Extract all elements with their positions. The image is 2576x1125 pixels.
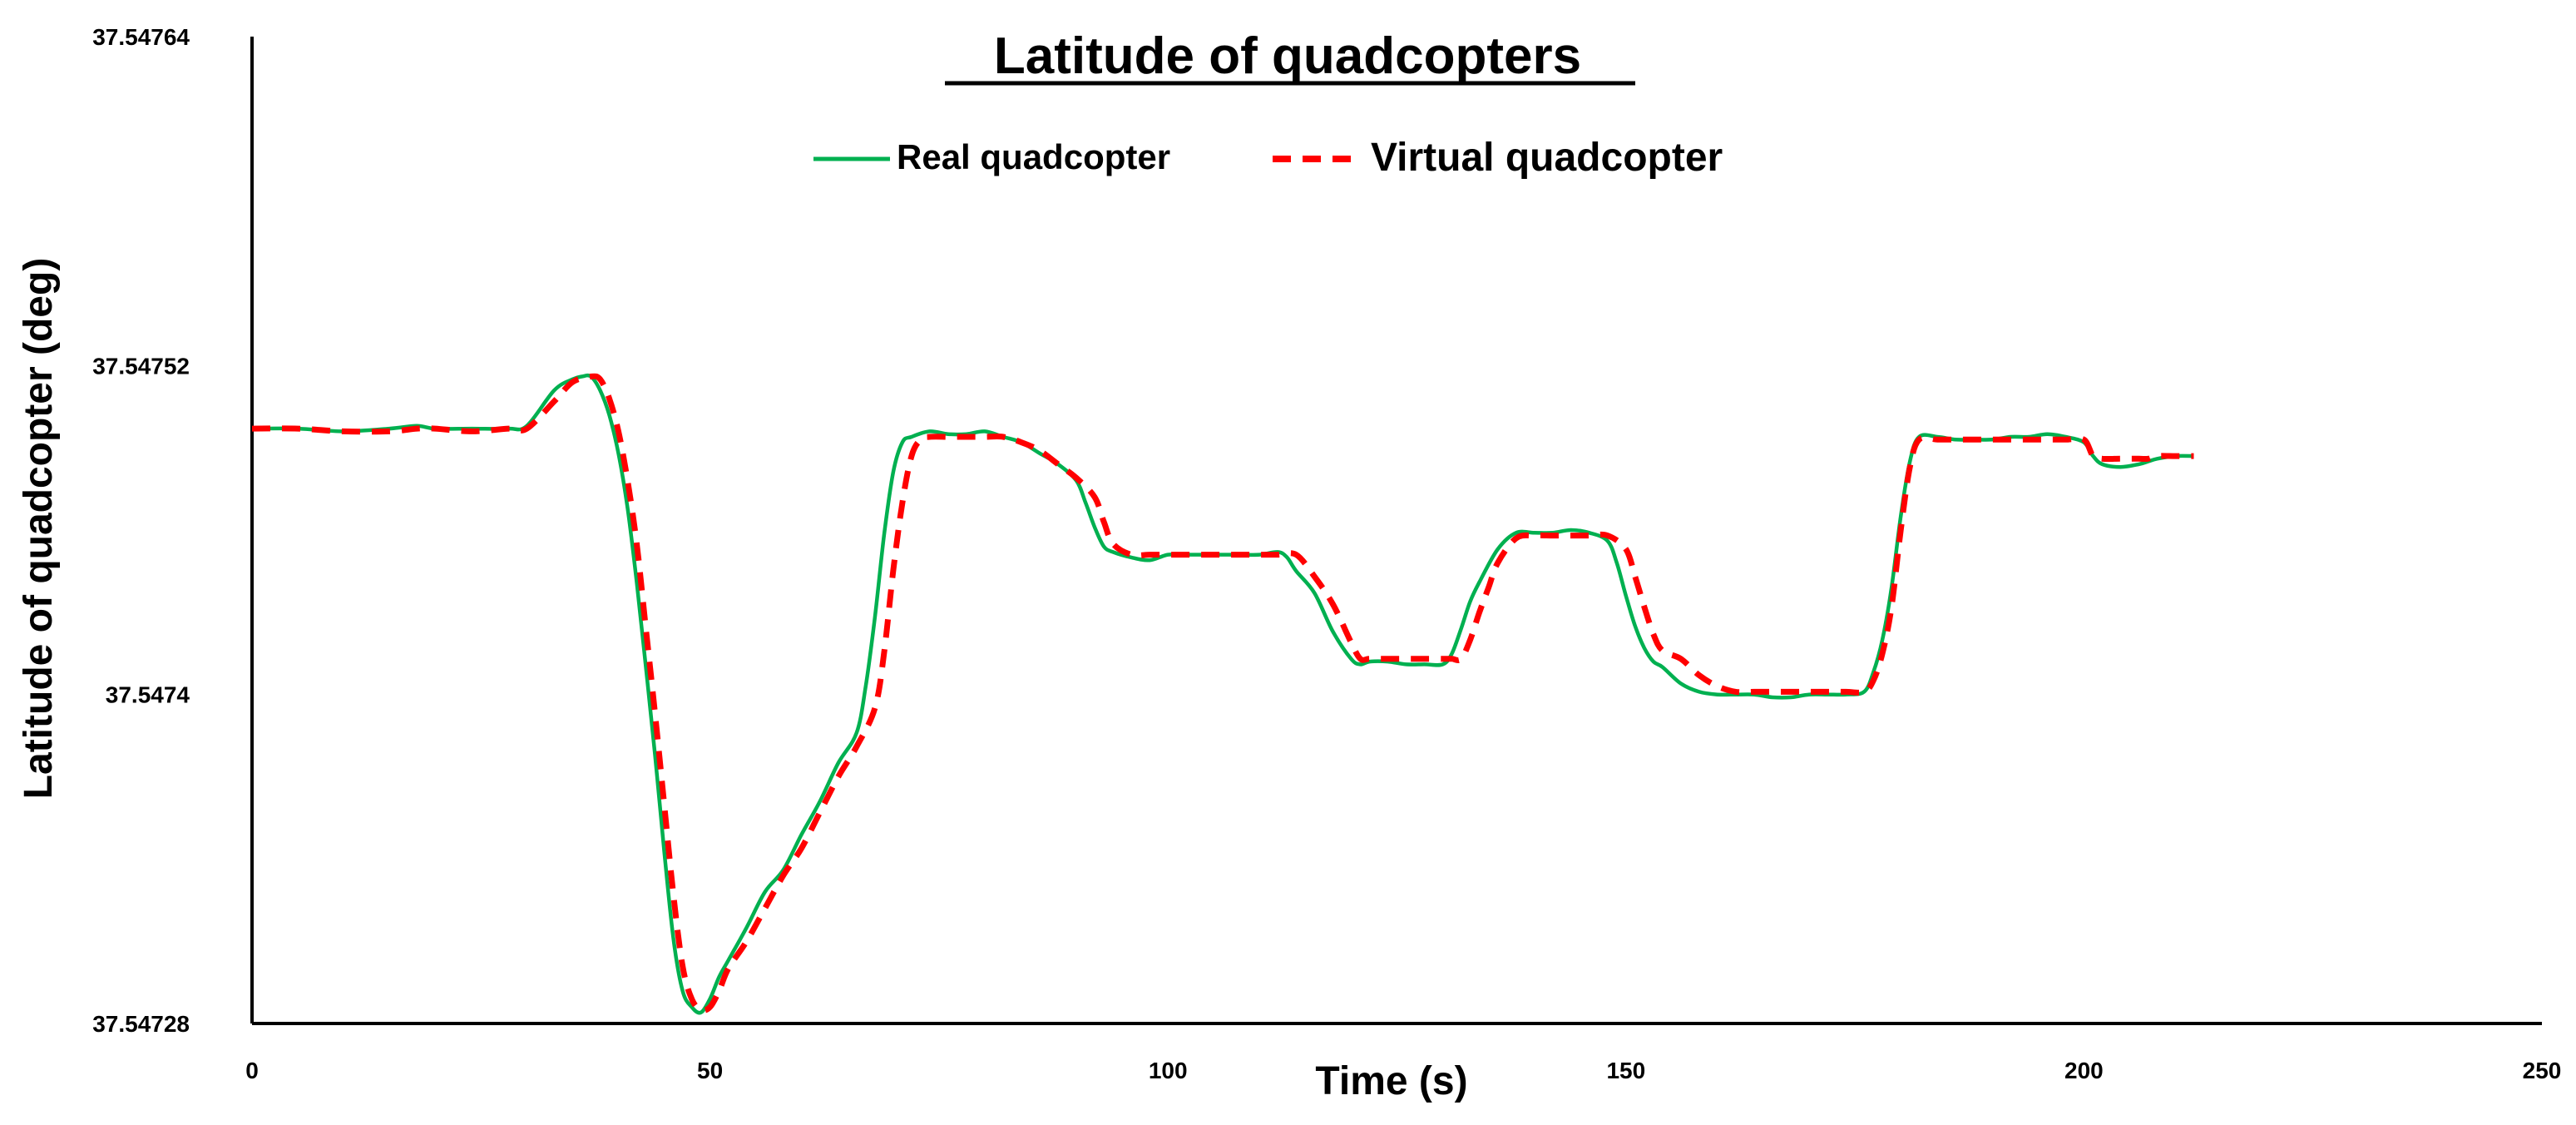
x-tick-labels: 0 50 100 150 200 250 [245,1058,2561,1083]
y-tick-label: 37.5474 [106,682,190,708]
series-line-real [251,373,2194,1015]
x-tick-label: 0 [245,1058,259,1083]
y-tick-label: 37.54728 [92,1011,190,1037]
series-lines [251,373,2194,1015]
x-tick-label: 200 [2064,1058,2104,1083]
x-tick-label: 100 [1149,1058,1188,1083]
x-tick-label: 150 [1606,1058,1645,1083]
y-tick-label: 37.54752 [92,353,190,379]
x-tick-label: 50 [697,1058,723,1083]
chart-title: Latitude of quadcopters [994,27,1581,85]
series-line-virtual [251,373,2194,1013]
legend-label-virtual: Virtual quadcopter [1371,136,1723,180]
y-tick-labels: 37.54728 37.5474 37.54752 37.54764 [92,24,190,1037]
x-tick-label: 250 [2523,1058,2562,1083]
legend: Real quadcopter Virtual quadcopter [813,136,1723,180]
y-tick-label: 37.54764 [92,24,190,50]
plot-area: 37.54728 37.5474 37.54752 37.54764 0 50 100 15… [92,24,2561,1083]
x-axis-title: Time (s) [1315,1059,1467,1103]
legend-label-real: Real quadcopter [897,137,1170,176]
y-axis-title: Latitude of quadcopter (deg) [17,258,61,800]
